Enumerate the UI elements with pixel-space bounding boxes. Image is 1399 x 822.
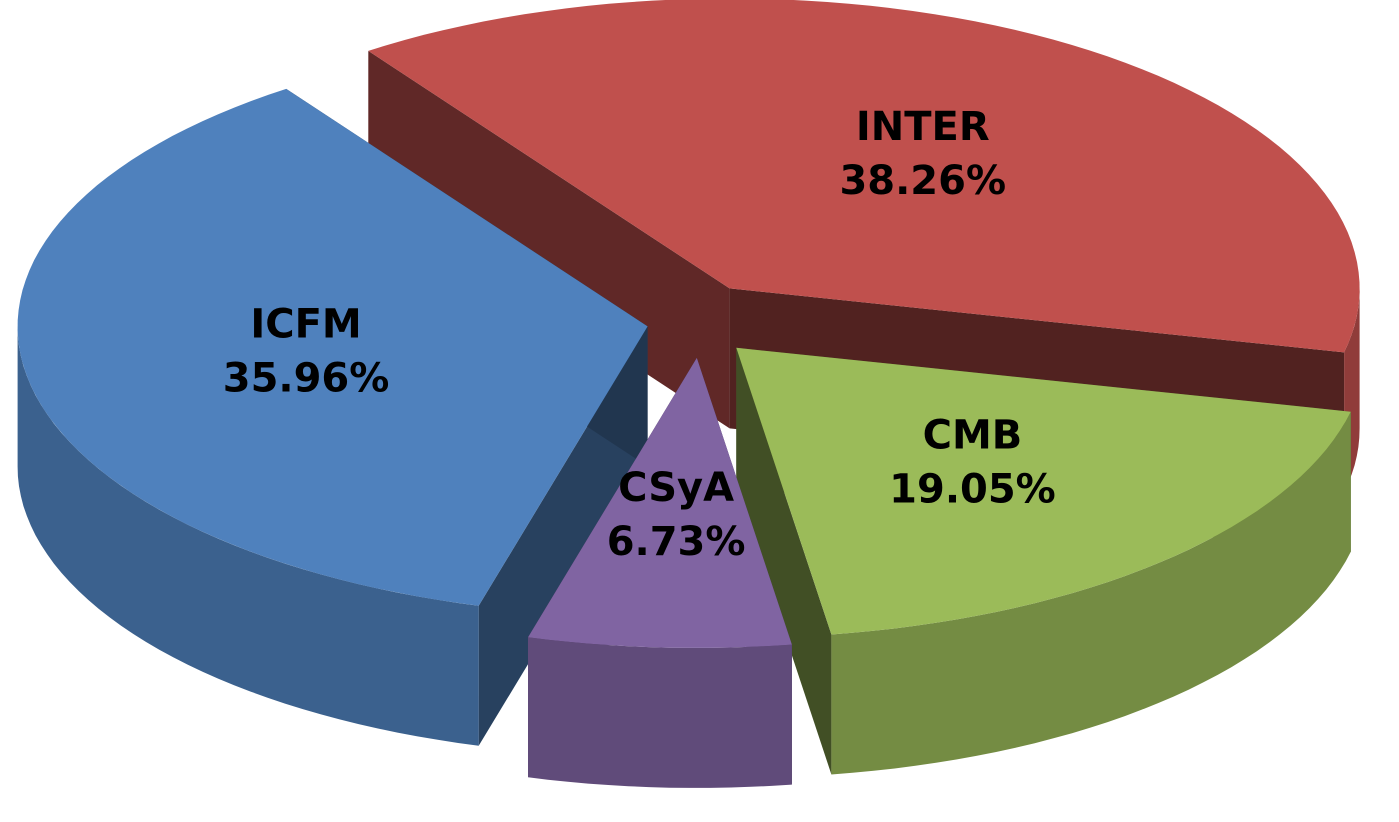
slice: CMB 19.05% bbox=[736, 347, 1351, 775]
slice-top bbox=[368, 0, 1360, 353]
slice-top bbox=[17, 88, 648, 606]
slice-label-value: 38.26% bbox=[839, 158, 1006, 204]
slice-label-name: ICFM bbox=[250, 301, 361, 347]
slice-top bbox=[736, 347, 1351, 635]
slice-outer-wall bbox=[831, 411, 1351, 775]
slice-label-name: CSyA bbox=[618, 465, 734, 511]
slice-outer-wall bbox=[17, 326, 479, 746]
slice-label-name: INTER bbox=[856, 104, 990, 150]
slice: ICFM 35.96% bbox=[17, 88, 648, 746]
slice-label-value: 6.73% bbox=[607, 519, 746, 565]
slice-label-name: CMB bbox=[923, 413, 1023, 459]
slice-outer-wall bbox=[528, 637, 792, 788]
slice: CSyA 6.73% bbox=[528, 357, 792, 788]
slice-side bbox=[736, 347, 832, 775]
slice-label-value: 35.96% bbox=[223, 355, 390, 401]
slice-top bbox=[528, 357, 792, 648]
slice-label-value: 19.05% bbox=[889, 467, 1056, 513]
